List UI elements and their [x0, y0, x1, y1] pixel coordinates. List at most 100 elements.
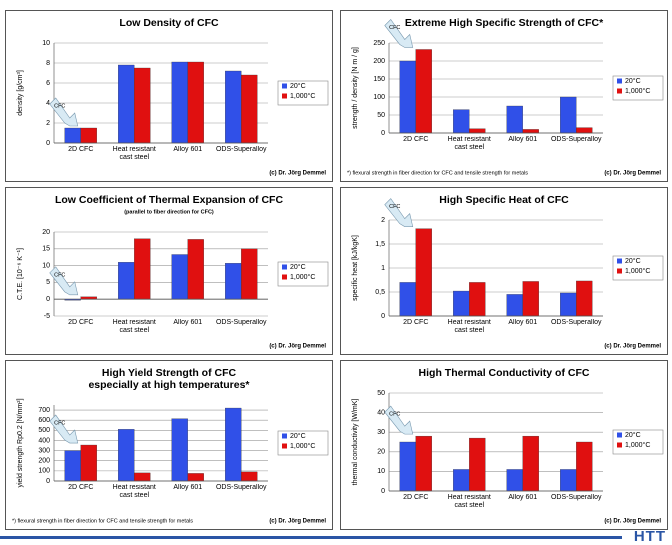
y-tick-label: 600	[38, 417, 50, 424]
x-tick-label: ODS-Superalloy	[215, 319, 267, 326]
x-tick-label-box: 2D CFC	[68, 484, 94, 491]
x-tick-label-box: Heat resistant cast steel	[112, 484, 156, 499]
bar	[506, 294, 523, 317]
bar	[469, 437, 486, 492]
y-tick-label: 0	[46, 478, 50, 485]
x-tick-label-box: Alloy 601	[508, 319, 537, 326]
x-tick-label: Heat resistant cast steel	[447, 319, 491, 334]
bar	[399, 441, 416, 492]
bar	[415, 435, 432, 492]
legend-swatch	[282, 264, 287, 270]
chart-panel: Low Density of CFC 0 2 4 6 8 10 density [g/cm³]…	[5, 10, 333, 182]
y-tick-label: 20	[377, 449, 385, 456]
x-tick-label-box: ODS-Superalloy	[216, 146, 267, 153]
bar	[64, 127, 81, 144]
y-tick-label: 0	[46, 140, 50, 147]
callout-arrow	[49, 97, 79, 127]
bar	[187, 239, 204, 300]
legend-swatch	[282, 274, 287, 280]
y-tick-label: 250	[373, 40, 385, 47]
y-tick-label: 0	[46, 296, 50, 303]
y-tick-label: 200	[373, 58, 385, 65]
legend-label: 20°C	[290, 432, 306, 440]
x-tick-label: ODS-Superalloy	[215, 484, 267, 491]
legend-label: 20°C	[290, 82, 306, 90]
y-tick-label: 50	[377, 112, 385, 119]
y-tick-label: 40	[377, 409, 385, 416]
y-tick-label: 30	[377, 429, 385, 436]
x-tick-label-box: Heat resistant cast steel	[448, 494, 491, 509]
y-tick-label: 8	[46, 60, 50, 67]
x-tick-label-box: Alloy 601	[173, 146, 202, 153]
bar	[506, 105, 523, 134]
chart-title: Low Coefficient of Thermal Expansion of …	[55, 194, 284, 206]
bar	[187, 61, 204, 144]
bar	[415, 228, 432, 317]
logo: HTT	[633, 528, 666, 545]
callout-label: CFC	[54, 420, 65, 426]
chart-title: Extreme High Specific Strength of CFC*	[405, 17, 604, 29]
legend-label: 1,000°C	[290, 442, 315, 450]
x-tick-label: Heat resistant cast steel	[112, 484, 156, 499]
legend-label: 1,000°C	[625, 267, 650, 275]
bar	[241, 74, 258, 144]
copyright: (c) Dr. Jörg Demmel	[604, 171, 661, 177]
bar	[560, 292, 577, 317]
bar	[171, 418, 188, 482]
legend-swatch	[617, 442, 622, 448]
legend-label: 1,000°C	[625, 87, 650, 95]
legend-swatch	[282, 93, 287, 99]
callout-arrow	[49, 414, 79, 444]
bar	[241, 471, 258, 482]
bar	[453, 469, 470, 492]
chart-panel: High Thermal Conductivity of CFC 0 10 20 30 4…	[340, 360, 668, 530]
x-tick-label: ODS-Superalloy	[550, 494, 602, 501]
x-tick-label-box: Alloy 601	[508, 494, 537, 501]
y-tick-label: 100	[38, 468, 50, 475]
legend-swatch	[282, 433, 287, 439]
bar	[225, 407, 242, 482]
y-tick-label: 1,5	[375, 241, 385, 248]
chart-panel: Extreme High Specific Strength of CFC* 0 5…	[340, 10, 668, 182]
bar	[469, 282, 486, 317]
y-tick-label: 0,5	[375, 289, 385, 296]
bar	[522, 281, 539, 317]
chart: Extreme High Specific Strength of CFC* 0 5…	[347, 17, 664, 177]
bar	[576, 441, 593, 492]
y-tick-label: 0	[381, 313, 385, 320]
bar	[134, 67, 151, 144]
bar	[118, 262, 135, 300]
callout-arrow	[384, 198, 414, 227]
x-tick-label-box: Alloy 601	[173, 319, 202, 326]
y-tick-label: 300	[38, 447, 50, 454]
bar	[522, 129, 539, 134]
x-tick-label: 2D CFC	[68, 484, 94, 491]
copyright: (c) Dr. Jörg Demmel	[604, 344, 661, 350]
bar	[560, 469, 577, 492]
bar	[118, 64, 135, 144]
x-tick-label-box: Heat resistant cast steel	[448, 136, 491, 151]
x-tick-label: 2D CFC	[403, 319, 429, 326]
y-tick-label: 1	[381, 265, 385, 272]
chart-title: High Yield Strength of CFC	[102, 367, 237, 379]
chart-title: especially at high temperatures*	[88, 379, 250, 391]
footer-line	[0, 536, 622, 539]
bar	[171, 61, 188, 144]
y-axis-label: density [g/cm³]	[17, 70, 24, 116]
y-tick-label: 400	[38, 437, 50, 444]
x-tick-label: 2D CFC	[68, 146, 94, 153]
x-tick-label: ODS-Superalloy	[550, 136, 602, 143]
x-tick-label-box: Alloy 601	[508, 136, 538, 143]
y-tick-label: 0	[381, 488, 385, 495]
y-axis-label: yield strength Rp0.2 [N/mm²]	[17, 398, 24, 487]
y-tick-label: 0	[381, 130, 385, 137]
bar	[80, 127, 97, 144]
x-tick-label: Alloy 601	[508, 136, 538, 143]
x-tick-label: Alloy 601	[173, 484, 203, 491]
bar	[415, 49, 432, 134]
copyright: (c) Dr. Jörg Demmel	[269, 519, 326, 525]
x-tick-label-box: Heat resistant cast steel	[113, 319, 156, 334]
legend-swatch	[617, 78, 622, 84]
callout-label: CFC	[389, 204, 400, 210]
